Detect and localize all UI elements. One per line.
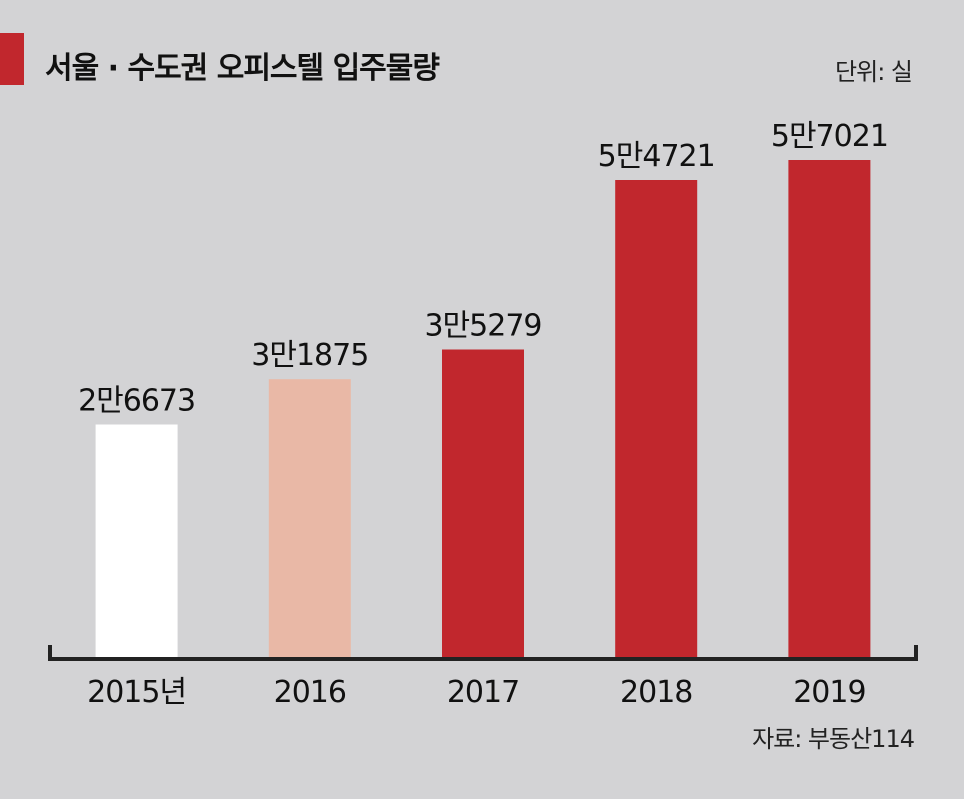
value-label-2: 3만5279 [424,309,541,344]
value-label-0: 2만6673 [78,384,195,419]
category-label-2: 2017 [447,675,519,710]
x-axis [48,645,918,661]
category-labels-group: 2015년 2016 2017 2018 2019 [87,675,866,710]
category-label-0: 2015년 [87,675,186,710]
value-label-3: 5만4721 [598,139,715,174]
value-labels-group: 2만6673 3만1875 3만5279 5만4721 5만7021 [78,119,889,419]
category-label-1: 2016 [274,675,346,710]
unit-label: 단위: 실 [835,58,913,86]
bar-4 [788,160,871,657]
bar-1 [268,379,351,657]
source-note: 자료: 부동산114 [752,725,915,753]
bar-2 [442,349,524,657]
category-label-3: 2018 [620,675,692,710]
category-label-4: 2019 [793,675,865,710]
chart-title: 서울 · 수도권 오피스텔 입주물량 [45,51,440,86]
value-label-1: 3만1875 [251,338,368,373]
bar-3 [615,180,698,657]
value-label-4: 5만7021 [771,119,888,154]
x-axis-line [48,645,918,661]
bars-group [95,160,871,657]
bar-0 [95,424,178,657]
title-accent-bar [0,33,24,85]
